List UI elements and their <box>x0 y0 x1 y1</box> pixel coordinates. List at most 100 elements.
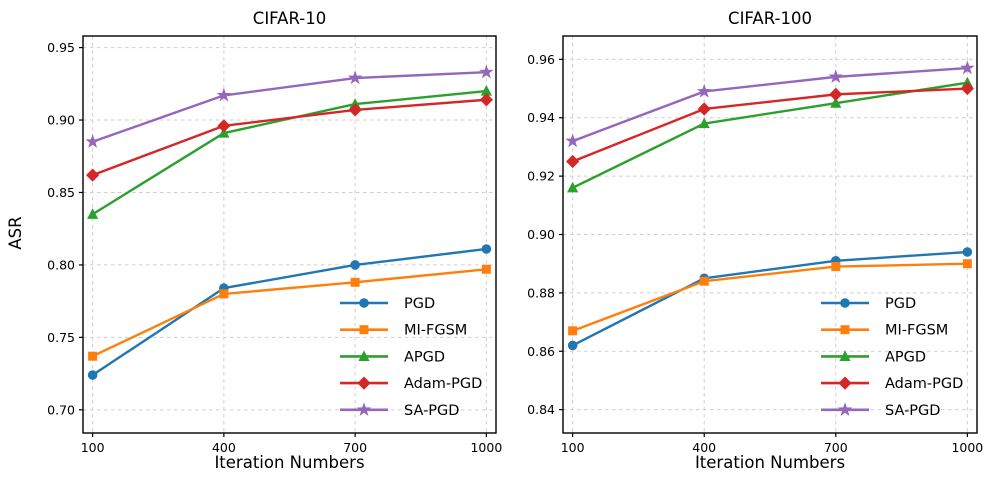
circle-marker <box>962 247 973 257</box>
legend-entry-Adam-PGD: Adam-PGD <box>821 376 963 392</box>
y-tick-label: 0.85 <box>47 185 75 200</box>
star-marker <box>479 64 494 79</box>
square-marker <box>219 289 229 299</box>
series-markers-MI-FGSM <box>568 259 972 336</box>
x-tick-label: 1000 <box>470 440 502 455</box>
diamond-marker <box>960 81 974 96</box>
square-marker <box>568 326 578 336</box>
circle-marker <box>481 244 492 254</box>
series-line-PGD <box>91 247 488 377</box>
legend-entry-MI-FGSM: MI-FGSM <box>821 323 948 339</box>
legend-label: PGD <box>404 296 435 312</box>
y-tick-label: 0.88 <box>527 285 555 300</box>
legend-triangle-marker <box>358 350 370 361</box>
star-marker <box>216 87 232 102</box>
legend-label: MI-FGSM <box>885 323 948 339</box>
circle-marker <box>350 260 360 270</box>
series-markers-Adam-PGD <box>566 81 974 169</box>
legend-entry-APGD: APGD <box>821 349 926 365</box>
legend-label: APGD <box>404 349 445 365</box>
square-marker <box>88 351 98 361</box>
y-tick-label: 0.84 <box>527 402 555 417</box>
x-tick-label: 400 <box>692 440 716 455</box>
axes-frame <box>562 35 978 434</box>
series-line-SA-PGD <box>571 66 969 143</box>
star-marker <box>696 83 712 98</box>
legend: PGD MI-FGSM APGD Adam-PGD SA-PGD <box>821 296 963 419</box>
legend-circle-marker <box>359 298 369 308</box>
series-line-APGD <box>571 81 969 189</box>
grid <box>563 36 977 433</box>
y-tick-label: 0.96 <box>527 52 555 67</box>
y-tick-label: 0.95 <box>47 40 75 55</box>
y-tick-label: 0.80 <box>47 257 75 272</box>
left-chart: 100 400 700 1000 0.70 0.75 0.80 0.85 0.90 0.95 PGD… <box>47 35 502 455</box>
series-markers-SA-PGD <box>85 64 494 148</box>
series-line-MI-FGSM <box>91 268 488 358</box>
square-marker <box>962 259 972 269</box>
square-marker <box>699 276 709 286</box>
y-tick-label: 0.92 <box>527 169 555 184</box>
legend-label: Adam-PGD <box>885 376 963 392</box>
legend-entry-SA-PGD: SA-PGD <box>821 402 940 419</box>
left-y-axis-label: ASR <box>6 216 25 250</box>
diamond-marker <box>566 154 580 169</box>
series-line-SA-PGD <box>91 71 488 143</box>
diamond-marker <box>829 87 843 101</box>
legend-triangle-marker <box>839 350 851 361</box>
series-line-MI-FGSM <box>571 262 969 333</box>
star-marker <box>960 60 975 75</box>
legend-star-marker <box>837 402 853 416</box>
series-line-PGD <box>571 250 969 347</box>
diamond-marker <box>217 119 231 133</box>
diamond-marker <box>348 103 362 117</box>
star-marker <box>85 134 100 148</box>
series-markers-MI-FGSM <box>88 264 491 361</box>
triangle-marker <box>87 208 99 219</box>
legend-label: PGD <box>885 296 916 312</box>
triangle-marker <box>480 85 492 96</box>
legend-label: SA-PGD <box>404 403 459 419</box>
diamond-marker <box>697 102 711 116</box>
legend-entry-SA-PGD: SA-PGD <box>340 402 459 419</box>
triangle-marker <box>698 117 710 129</box>
y-tick-label: 0.90 <box>47 113 75 128</box>
triangle-marker <box>567 181 579 193</box>
legend-square-marker <box>359 325 369 335</box>
legend-star-marker <box>356 402 372 416</box>
right-x-axis-label: Iteration Numbers <box>694 453 846 472</box>
star-marker <box>347 70 363 85</box>
x-tick-label: 700 <box>824 440 848 455</box>
square-marker <box>481 264 491 274</box>
y-tick-label: 0.86 <box>527 344 555 359</box>
legend-square-marker <box>840 325 850 335</box>
circle-marker <box>87 370 98 380</box>
left-x-axis-label: Iteration Numbers <box>214 453 365 472</box>
legend-circle-marker <box>840 298 850 308</box>
right-chart: 100 400 700 1000 0.84 0.86 0.88 0.90 0.92 0.94 0.9… <box>527 35 983 455</box>
series-line-Adam-PGD <box>571 87 969 163</box>
diamond-marker <box>86 168 100 182</box>
series-line-Adam-PGD <box>91 98 488 177</box>
legend-entry-PGD: PGD <box>340 296 435 312</box>
legend-entry-MI-FGSM: MI-FGSM <box>340 323 467 339</box>
y-tick-label: 0.94 <box>527 110 555 125</box>
left-chart-title: CIFAR-10 <box>252 9 327 28</box>
legend-label: MI-FGSM <box>404 323 467 339</box>
legend-entry-APGD: APGD <box>340 349 445 365</box>
x-tick-label: 700 <box>343 440 367 455</box>
legend-label: Adam-PGD <box>404 376 482 392</box>
legend: PGD MI-FGSM APGD Adam-PGD SA-PGD <box>340 296 482 419</box>
x-tick-label: 1000 <box>951 440 983 455</box>
legend-entry-PGD: PGD <box>821 296 916 312</box>
y-tick-label: 0.75 <box>47 330 75 345</box>
legend-entry-Adam-PGD: Adam-PGD <box>340 376 482 392</box>
diamond-marker <box>479 93 493 107</box>
square-marker <box>350 277 360 287</box>
legend-diamond-marker <box>357 376 371 390</box>
legend-label: APGD <box>885 349 926 365</box>
x-tick-label: 100 <box>81 440 105 455</box>
star-marker <box>565 133 580 148</box>
